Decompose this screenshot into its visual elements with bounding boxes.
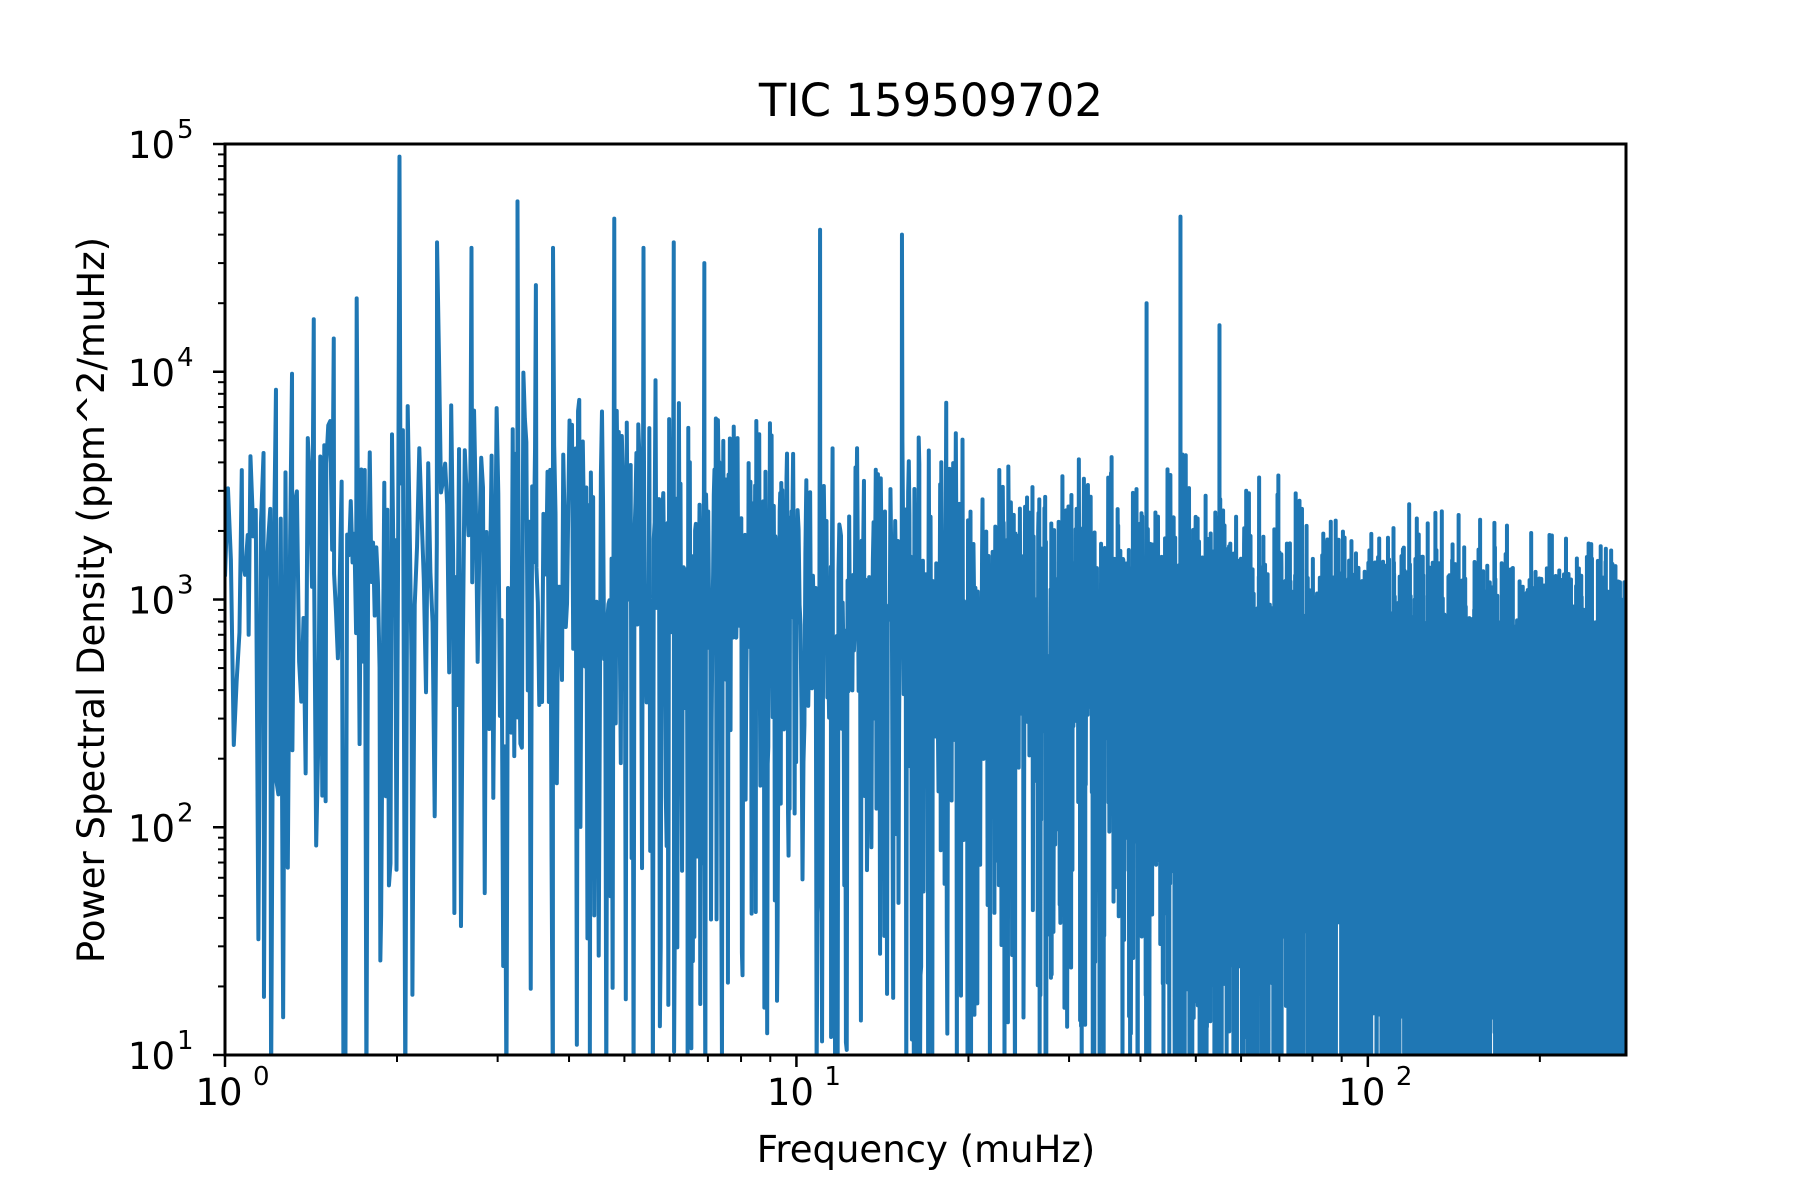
y-tick-label: 10 [128, 124, 175, 167]
y-tick-exponent: 1 [177, 1026, 194, 1056]
x-tick-exponent: 2 [1396, 1062, 1413, 1092]
x-axis-label: Frequency (muHz) [757, 1128, 1096, 1171]
x-tick-label: 10 [1338, 1071, 1385, 1114]
y-tick-label: 10 [128, 1035, 175, 1078]
y-tick-exponent: 4 [177, 343, 194, 373]
x-tick-label: 10 [767, 1071, 814, 1114]
y-tick-exponent: 3 [177, 571, 194, 601]
y-tick-label: 10 [128, 580, 175, 623]
y-tick-exponent: 5 [177, 115, 194, 145]
x-axis-ticks: 10 0 10 1 10 2 [195, 1055, 1541, 1114]
y-tick-label: 10 [128, 807, 175, 850]
psd-series-line [225, 154, 1626, 1055]
chart-title: TIC 159509702 [758, 74, 1103, 127]
y-tick-exponent: 2 [177, 798, 194, 828]
x-tick-exponent: 1 [824, 1062, 841, 1092]
x-tick-label: 10 [195, 1071, 242, 1114]
y-axis-label: Power Spectral Density (ppm^2/muHz) [70, 237, 113, 963]
plot-frame [223, 142, 1628, 1057]
x-tick-exponent: 0 [253, 1062, 270, 1092]
y-tick-label: 10 [128, 352, 175, 395]
